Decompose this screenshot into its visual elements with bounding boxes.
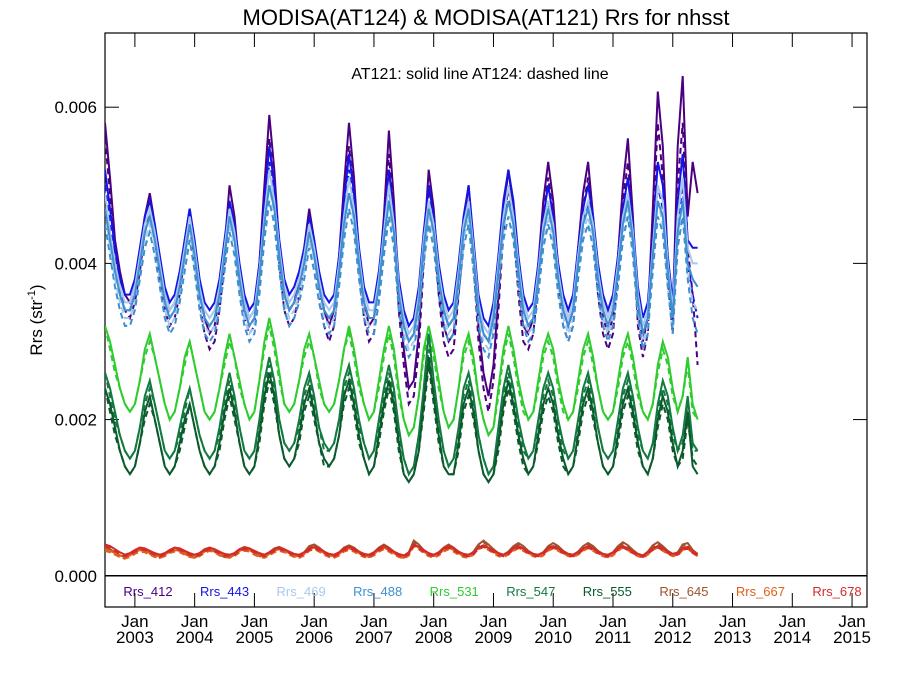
x-tick-label-year: 2005 [235,628,273,647]
y-tick-label: 0.002 [54,411,97,430]
y-axis-label-main: Rrs (str [27,300,46,356]
series-line-rrs-488-at121 [105,185,699,345]
x-tick-label-year: 2013 [714,628,752,647]
x-tick-label-month: Jan [779,612,806,631]
x-tick-label-month: Jan [360,612,387,631]
series-line-rrs-678-at124 [105,544,699,559]
x-tick-label-month: Jan [181,612,208,631]
x-tick-label-month: Jan [599,612,626,631]
x-tick-label-month: Jan [540,612,567,631]
series-line-rrs-469-at124 [105,185,699,352]
x-tick-label-year: 2014 [773,628,811,647]
x-tick-label-month: Jan [659,612,686,631]
series-line-rrs-443-at121 [105,146,698,329]
series-line-rrs-667-at124 [105,544,699,560]
legend-entry: Rrs_645 [659,584,708,599]
x-tick-label-year: 2011 [595,628,632,647]
y-tick-label: 0.000 [54,567,97,586]
legend-entry: Rrs_547 [506,584,555,599]
y-axis-label: Rrs (str-1) [26,284,46,355]
plot-area: 0.0000.0020.0040.006Jan2003Jan2004Jan200… [54,32,871,647]
x-tick-label-month: Jan [719,612,746,631]
legend-entry: Rrs_555 [583,584,632,599]
x-tick-label-year: 2008 [415,628,453,647]
series-line-rrs-678-at121 [105,543,699,557]
y-axis-label-end: ) [27,284,46,290]
line-style-note: AT121: solid line AT124: dashed line [351,66,608,83]
x-tick-label-year: 2004 [176,628,214,647]
series-line-rrs-555-at121 [105,356,699,484]
legend-entry: Rrs_667 [736,584,785,599]
chart-title: MODISA(AT124) & MODISA(AT121) Rrs for nh… [243,5,730,30]
x-tick-label-year: 2007 [355,628,393,647]
series-line-rrs-488-at124 [105,200,699,360]
y-tick-label: 0.004 [54,254,97,273]
x-tick-label-year: 2003 [116,628,154,647]
x-tick-label-year: 2006 [295,628,333,647]
legend-entry: Rrs_531 [430,584,479,599]
series-line-rrs-531-at121 [105,317,699,438]
x-tick-label-year: 2009 [475,628,513,647]
x-tick-label-month: Jan [480,612,507,631]
x-tick-label-month: Jan [420,612,447,631]
x-tick-label-month: Jan [121,612,148,631]
x-tick-label-year: 2015 [833,628,871,647]
legend-entry: Rrs_412 [123,584,172,599]
x-tick-label-month: Jan [241,612,268,631]
legend-entry: Rrs_678 [812,584,861,599]
x-tick-label-year: 2012 [654,628,692,647]
legend-entry: Rrs_443 [200,584,249,599]
series-line-rrs-469-at121 [105,169,698,337]
y-axis-label-superscript: -1 [26,290,38,300]
y-tick-label: 0.006 [54,98,97,117]
x-tick-label-month: Jan [300,612,327,631]
plot-frame [104,32,868,608]
legend-entry: Rrs_488 [353,584,402,599]
legend-entry: Rrs_469 [277,584,326,599]
series-line-rrs-547-at121 [105,333,699,477]
x-tick-label-year: 2010 [534,628,572,647]
x-tick-label-month: Jan [838,612,865,631]
